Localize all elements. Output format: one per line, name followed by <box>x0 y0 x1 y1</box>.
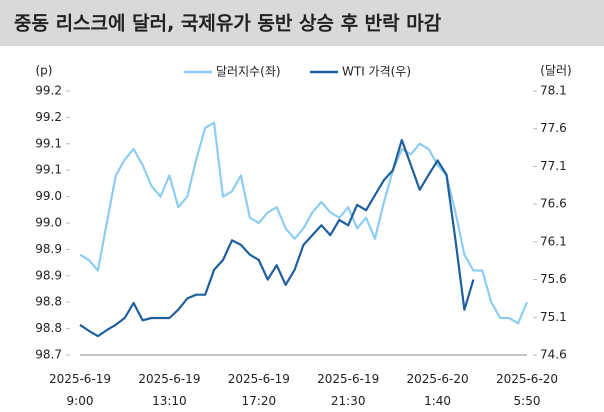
x-tick-label-line: 2025-6-20 <box>407 372 469 386</box>
title-banner <box>0 0 604 46</box>
chart-title: 중동 리스크에 달러, 국제유가 동반 상승 후 반락 마감 <box>14 13 442 35</box>
x-tick-label: 2025-6-20 5:50 <box>496 372 558 408</box>
y-tick-label: 98.9 <box>35 268 62 282</box>
x-tick-label-line: 5:50 <box>514 394 541 408</box>
x-tick-label: 2025-6-20 1:40 <box>407 372 469 408</box>
y-tick-label: 98.7 <box>35 348 62 362</box>
x-tick-label-line: 2025-6-19 <box>228 372 290 386</box>
y2-axis-label: (달러) <box>540 64 571 78</box>
y-tick-label: 99.2 <box>35 84 62 98</box>
y-tick-label: 99.1 <box>35 136 62 150</box>
x-tick-label-line: 2025-6-19 <box>317 372 379 386</box>
y2-tick-label: 76.6 <box>540 197 567 211</box>
x-tick-label-line: 1:40 <box>424 394 451 408</box>
legend-label: 달러지수(좌) <box>216 65 281 79</box>
x-tick-label-line: 21:30 <box>331 394 366 408</box>
y2-tick-label: 74.6 <box>540 348 567 362</box>
y-tick-label: 99.0 <box>35 189 62 203</box>
y2-tick-label: 76.1 <box>540 234 567 248</box>
x-tick-label: 2025-6-19 21:30 <box>317 372 379 408</box>
y-tick-label: 98.8 <box>35 295 62 309</box>
x-tick-label: 2025-6-19 13:10 <box>138 372 200 408</box>
x-tick-label-line: 2025-6-19 <box>138 372 200 386</box>
x-tick-label-line: 17:20 <box>242 394 277 408</box>
y2-tick-label: 77.1 <box>540 159 567 173</box>
y2-tick-label: 77.6 <box>540 121 567 135</box>
legend-label: WTI 가격(우) <box>342 65 411 79</box>
y-tick-label: 99.2 <box>35 110 62 124</box>
y2-tick-label: 75.1 <box>540 310 567 324</box>
x-tick-label-line: 9:00 <box>67 394 94 408</box>
y2-tick-label: 78.1 <box>540 84 567 98</box>
series-line <box>79 138 475 338</box>
y-tick-label: 99.0 <box>35 216 62 230</box>
x-tick-label-line: 13:10 <box>152 394 187 408</box>
y-tick-label: 98.9 <box>35 242 62 256</box>
y-axis-label: (p) <box>36 64 53 78</box>
x-tick-label: 2025-6-19 17:20 <box>228 372 290 408</box>
series-line <box>79 121 529 325</box>
y2-tick-label: 75.6 <box>540 272 567 286</box>
x-tick-label: 2025-6-19 9:00 <box>49 372 111 408</box>
y-tick-label: 98.8 <box>35 321 62 335</box>
x-tick-label-line: 2025-6-20 <box>496 372 558 386</box>
x-tick-label-line: 2025-6-19 <box>49 372 111 386</box>
y-tick-label: 99.1 <box>35 163 62 177</box>
